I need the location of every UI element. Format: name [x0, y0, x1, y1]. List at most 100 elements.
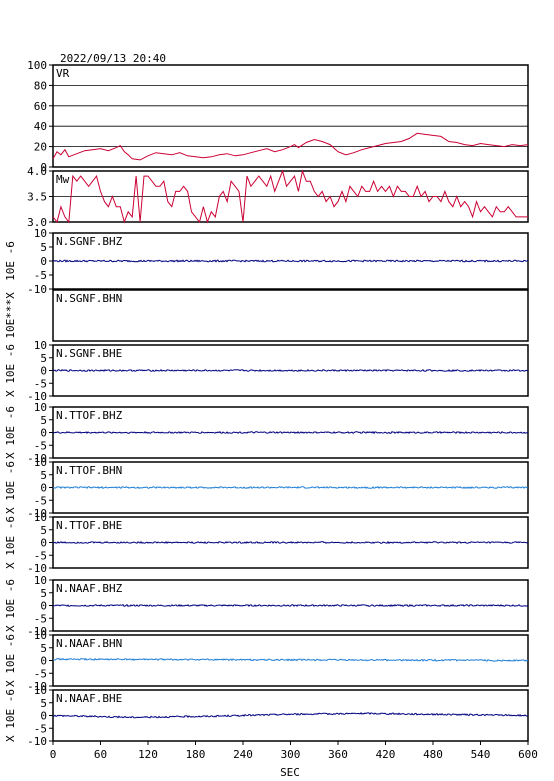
y-tick-label: 0 [40, 427, 47, 440]
y-axis-label: X 10E -6 [4, 461, 17, 514]
x-tick-label: 60 [94, 748, 107, 761]
series-line [52, 712, 529, 719]
x-tick-label: 240 [233, 748, 253, 761]
y-axis-label: X 10E -6 [4, 634, 17, 687]
y-tick-label: 10 [34, 574, 47, 587]
y-tick-label: -10 [27, 625, 47, 638]
panel-vr: 100 80 60 40 20 0 VR [27, 59, 529, 174]
panel-frame [52, 64, 529, 168]
y-tick-label: 0 [40, 655, 47, 668]
y-tick-label: -10 [27, 283, 47, 296]
x-tick-label: 300 [281, 748, 301, 761]
panel-label: N.NAAF.BHE [56, 692, 122, 705]
series-line [52, 430, 528, 435]
y-tick-label: -10 [27, 562, 47, 575]
series-line [52, 169, 528, 224]
x-tick-label: 0 [50, 748, 57, 761]
y-tick-label: 100 [27, 59, 47, 72]
y-tick-label: 0 [40, 600, 47, 613]
y-tick-label: 5 [40, 524, 47, 537]
header-timestamp: 2022/09/13 20:40 [60, 52, 166, 65]
y-tick-label: 5 [40, 241, 47, 254]
y-tick-label: 5 [40, 352, 47, 365]
series-line [52, 603, 529, 608]
x-tick-label: 120 [138, 748, 158, 761]
panel-label: Mw [56, 173, 70, 186]
y-tick-label: 5 [40, 587, 47, 600]
y-tick-label: -5 [34, 722, 47, 735]
x-tick-label: 600 [518, 748, 538, 761]
y-tick-label: 20 [34, 141, 47, 154]
x-axis: 0 60 120 180 240 300 360 420 480 540 600 [50, 741, 538, 761]
x-tick-label: 540 [471, 748, 491, 761]
y-axis-label: X 10E -6 [4, 516, 17, 569]
y-tick-label: 5 [40, 697, 47, 710]
x-tick-label: 420 [376, 748, 396, 761]
y-tick-label: 4.0 [27, 165, 47, 178]
panel-label: N.TTOF.BHN [56, 464, 122, 477]
panel-label: N.TTOF.BHZ [56, 409, 123, 422]
y-axis-label: X 10E -6 [4, 689, 17, 742]
y-tick-label: 10 [34, 684, 47, 697]
y-axis-label: X 10E -6 [4, 406, 17, 459]
y-tick-label: 80 [34, 79, 47, 92]
panel-label: VR [56, 67, 70, 80]
y-tick-label: 0 [40, 255, 47, 268]
y-tick-label: 40 [34, 120, 47, 133]
x-tick-label: 360 [328, 748, 348, 761]
y-tick-label: 0 [40, 482, 47, 495]
y-axis-label: 10E -6 [4, 241, 17, 281]
panel-label: N.SGNF.BHE [56, 347, 122, 360]
y-tick-label: 10 [34, 629, 47, 642]
panel-label: N.NAAF.BHZ [56, 582, 123, 595]
panel-frame [52, 289, 529, 342]
y-tick-label: 10 [34, 401, 47, 414]
panel-label: N.SGNF.BHN [56, 292, 122, 305]
series-line [52, 485, 529, 490]
series-line [52, 369, 529, 373]
y-tick-label: 5 [40, 414, 47, 427]
y-axis-label: 10E***X [4, 292, 17, 339]
series-line [52, 540, 529, 545]
y-tick-label: -5 [34, 612, 47, 625]
y-tick-label: 3.5 [27, 191, 47, 204]
panel-n-sgnf-bhn: N.SGNF.BHN 10E***X [4, 289, 529, 342]
panel-label: N.TTOF.BHE [56, 519, 122, 532]
y-tick-label: -5 [34, 269, 47, 282]
y-tick-label: -5 [34, 377, 47, 390]
y-tick-label: 0 [40, 365, 47, 378]
y-tick-label: 5 [40, 642, 47, 655]
x-tick-label: 480 [423, 748, 443, 761]
y-axis-label: X 10E -6 [4, 344, 17, 397]
x-axis-label: SEC [280, 766, 300, 779]
y-tick-label: -10 [27, 680, 47, 693]
y-tick-label: 3.0 [27, 216, 47, 229]
panels: 100806040200VR4.03.53.0Mw1050-5-10N.SGNF… [4, 59, 529, 748]
y-tick-label: 60 [34, 100, 47, 113]
y-tick-label: 10 [34, 339, 47, 352]
series-line [52, 132, 529, 161]
series-line [52, 657, 529, 662]
y-tick-label: -5 [34, 439, 47, 452]
panel-label: N.SGNF.BHZ [56, 235, 123, 248]
y-tick-label: 0 [40, 710, 47, 723]
y-tick-label: -10 [27, 390, 47, 403]
y-tick-label: 0 [40, 537, 47, 550]
y-tick-label: -10 [27, 507, 47, 520]
panel-mw: 4.0 3.5 3.0 Mw [27, 165, 529, 229]
y-tick-label: 10 [34, 511, 47, 524]
y-tick-label: -5 [34, 549, 47, 562]
y-tick-label: 10 [34, 227, 47, 240]
y-tick-label: 5 [40, 469, 47, 482]
y-tick-label: 10 [34, 456, 47, 469]
y-tick-label: -10 [27, 452, 47, 465]
series-line [52, 259, 529, 263]
y-axis-label: X 10E -6 [4, 579, 17, 632]
